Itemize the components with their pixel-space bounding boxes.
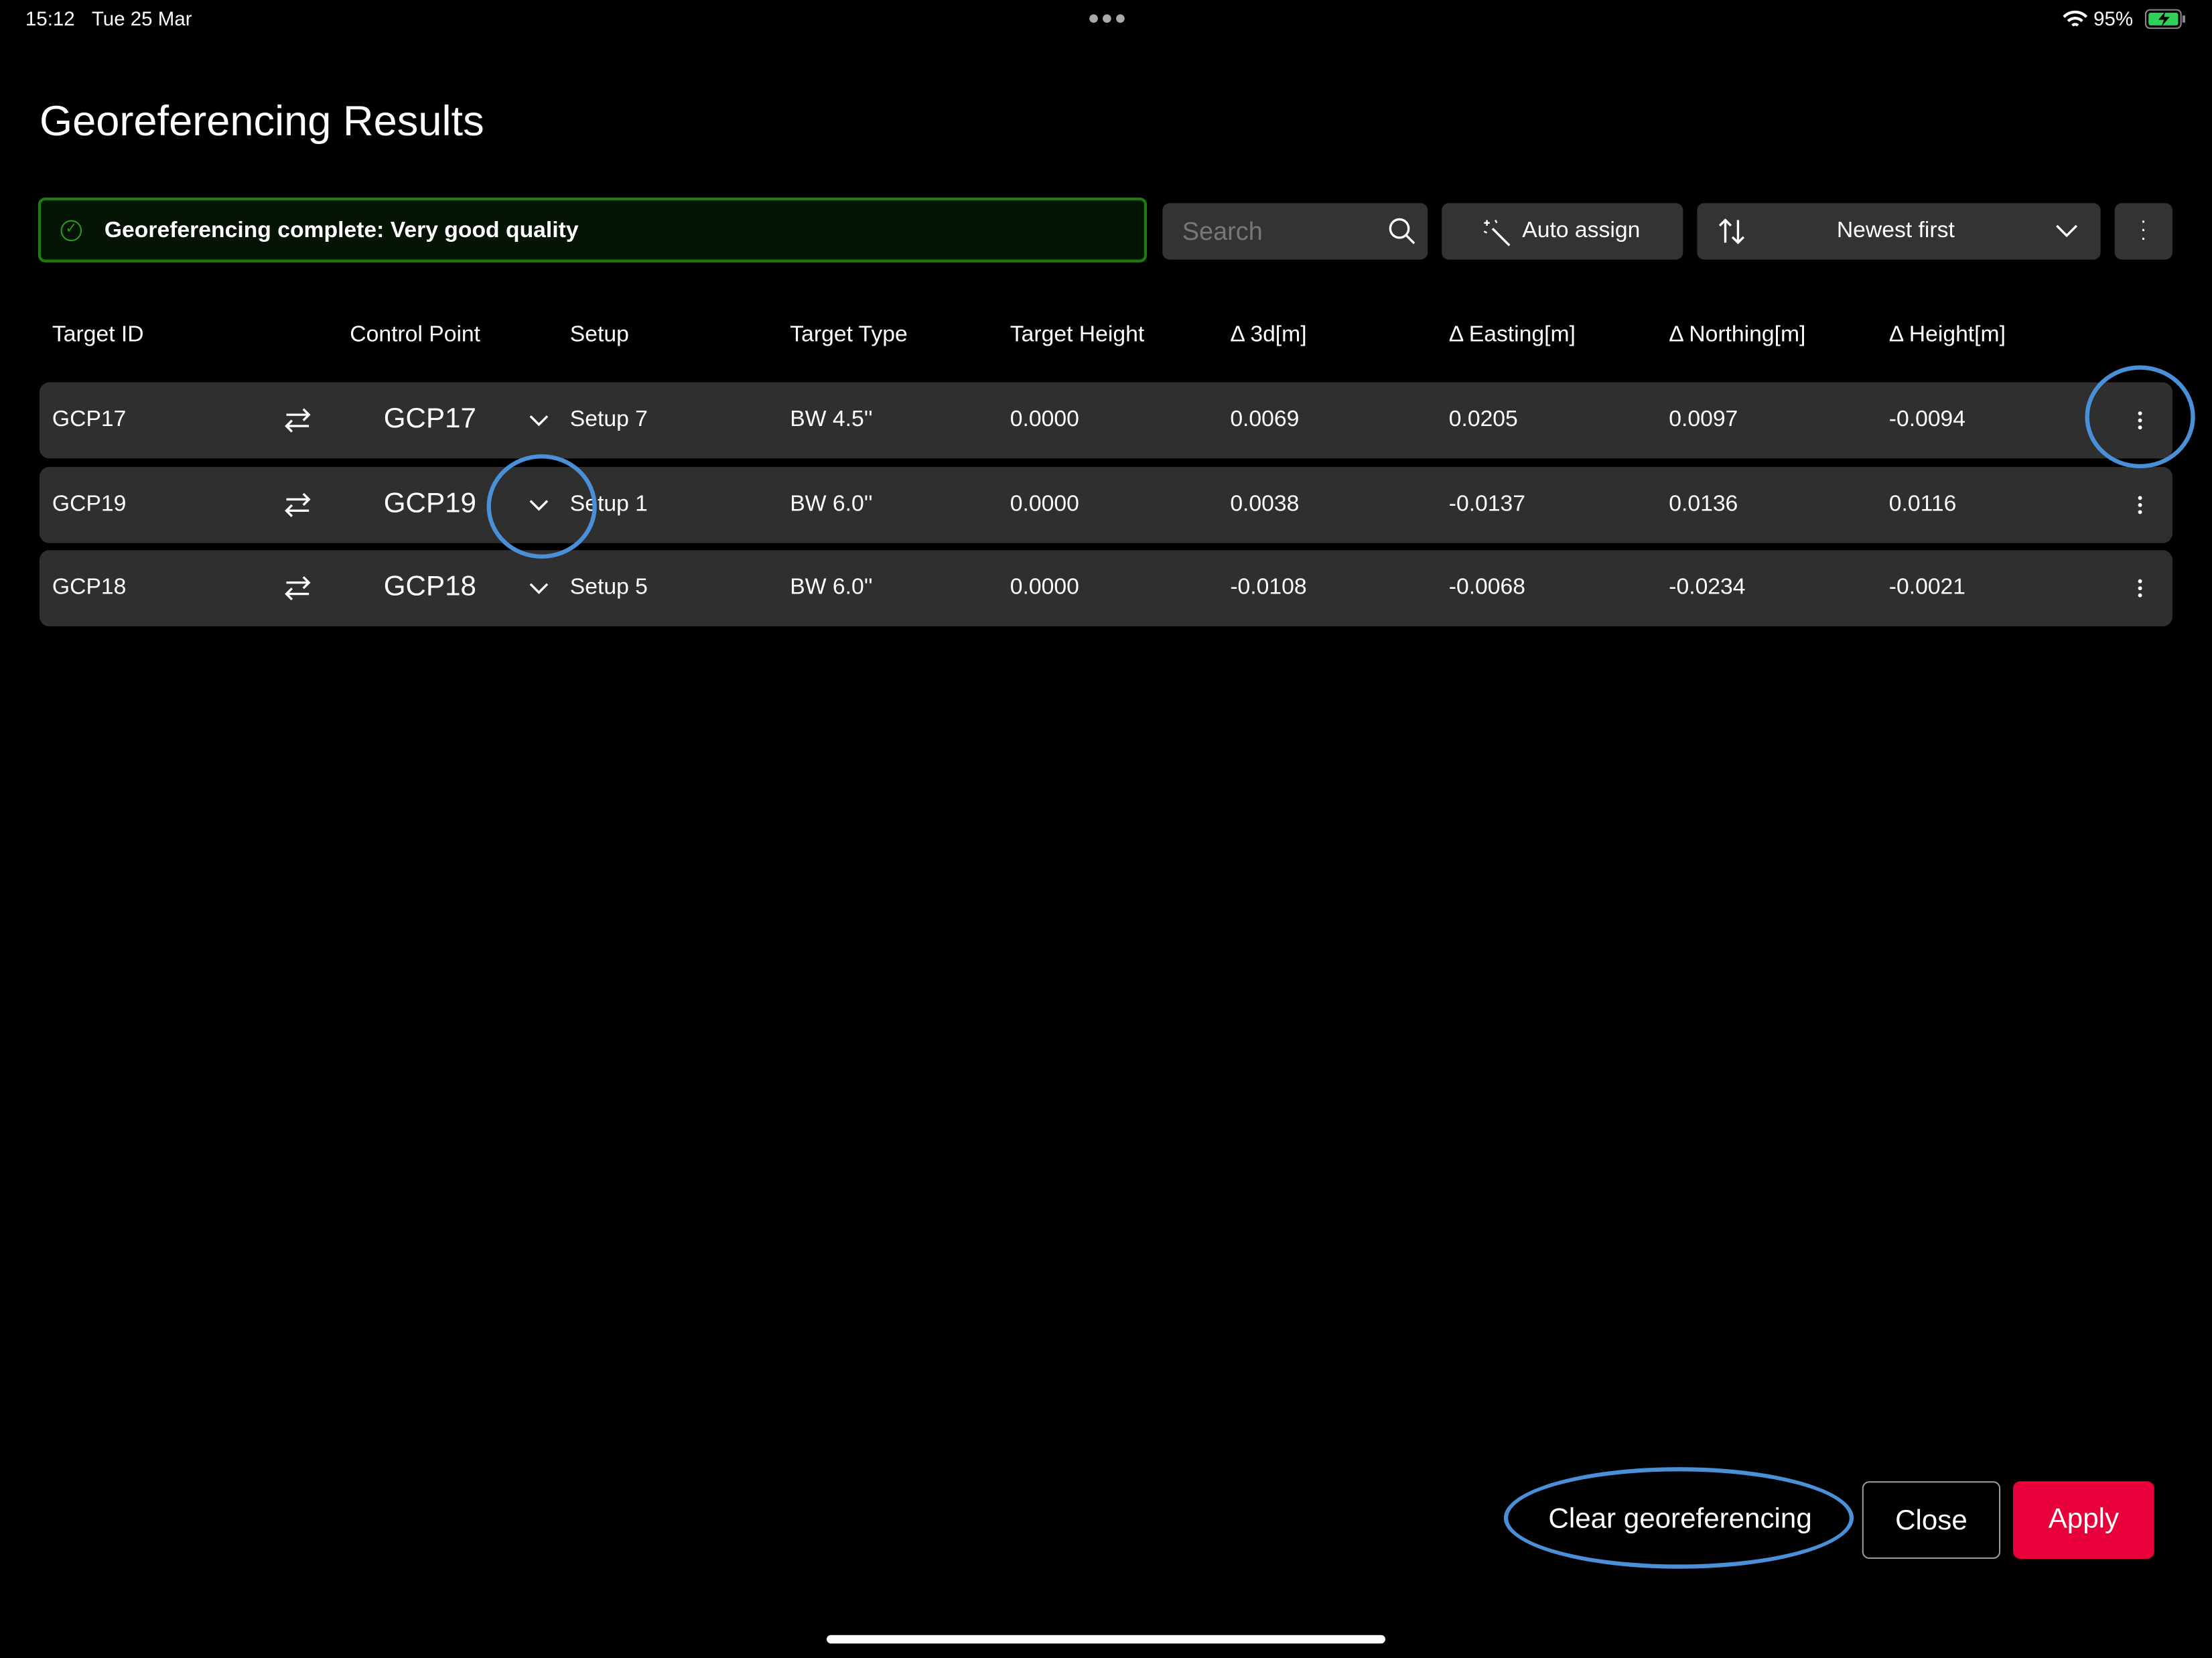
more-options-button[interactable]: · · · xyxy=(2114,203,2173,260)
chevron-down-icon xyxy=(2056,224,2078,238)
control-point-select[interactable]: GCP18 xyxy=(383,571,476,603)
chevron-down-icon[interactable] xyxy=(529,583,549,596)
more-vertical-icon[interactable] xyxy=(2137,411,2142,430)
table-row[interactable]: GCP18 Setup 5 BW 6.0'' 0.0000 -0.0108 -0.0068… xyxy=(39,550,2173,627)
control-point-select[interactable]: GCP19 xyxy=(383,488,476,519)
swap-icon[interactable] xyxy=(283,492,312,518)
search-input[interactable]: Search xyxy=(1162,203,1428,260)
cell-setup: Setup 5 xyxy=(569,575,648,600)
status-banner: ✓ Georeferencing complete: Very good qua… xyxy=(38,197,1148,263)
search-icon xyxy=(1389,218,1415,245)
cell-delta-height: -0.0021 xyxy=(1888,575,1966,600)
multitask-dots-icon[interactable]: ●●● xyxy=(1087,5,1128,29)
more-vertical-icon[interactable] xyxy=(2137,495,2142,514)
column-header[interactable]: Target ID xyxy=(52,323,144,348)
chevron-down-icon[interactable] xyxy=(529,499,549,512)
banner-text: Georeferencing complete: Very good quali… xyxy=(104,218,579,243)
more-vertical-icon[interactable] xyxy=(2137,578,2142,598)
table-row[interactable]: GCP19 Setup 1 BW 6.0'' 0.0000 0.0038 -0.0137 0… xyxy=(39,467,2173,543)
cell-delta-northing: 0.0136 xyxy=(1669,492,1738,516)
clear-georeferencing-button[interactable]: Clear georeferencing xyxy=(1548,1503,1812,1535)
cell-delta-northing: 0.0097 xyxy=(1669,407,1738,432)
column-header[interactable]: Δ Height[m] xyxy=(1888,323,2006,348)
search-placeholder: Search xyxy=(1182,217,1263,246)
status-time: 15:12 xyxy=(25,7,75,30)
table-row[interactable]: GCP17 Setup 7 BW 4.5'' 0.0000 0.0069 0.0205 0.… xyxy=(39,382,2173,459)
control-point-select[interactable]: GCP17 xyxy=(383,403,476,435)
cell-target-id: GCP17 xyxy=(52,407,127,432)
cell-delta-height: -0.0094 xyxy=(1888,407,1966,432)
column-header[interactable]: Δ Northing[m] xyxy=(1669,323,1806,348)
cell-target-id: GCP18 xyxy=(52,575,127,600)
home-indicator[interactable] xyxy=(827,1635,1385,1644)
check-circle-icon: ✓ xyxy=(60,220,82,242)
cell-delta-3d: -0.0108 xyxy=(1230,575,1307,600)
battery-charging-icon xyxy=(2144,9,2185,29)
column-header[interactable]: Target Type xyxy=(790,323,908,348)
close-button[interactable]: Close xyxy=(1862,1481,2001,1559)
auto-assign-label: Auto assign xyxy=(1522,218,1641,243)
column-header[interactable]: Target Height xyxy=(1010,323,1145,348)
column-header[interactable]: Δ 3d[m] xyxy=(1230,323,1307,348)
column-header[interactable]: Δ Easting[m] xyxy=(1448,323,1576,348)
swap-icon[interactable] xyxy=(283,575,312,601)
cell-delta-height: 0.0116 xyxy=(1888,492,1957,516)
cell-delta-easting: -0.0068 xyxy=(1448,575,1526,600)
cell-target-id: GCP19 xyxy=(52,492,127,516)
sort-dropdown[interactable]: Newest first xyxy=(1697,203,2101,260)
more-vertical-icon: · · · xyxy=(2140,208,2147,249)
status-date: Tue 25 Mar xyxy=(91,7,192,30)
battery-percent: 95% xyxy=(2093,7,2134,30)
cell-target-type: BW 6.0'' xyxy=(790,575,873,600)
cell-target-type: BW 4.5'' xyxy=(790,407,873,432)
column-header[interactable]: Setup xyxy=(569,323,629,348)
wifi-icon xyxy=(2063,10,2088,27)
cell-target-type: BW 6.0'' xyxy=(790,492,873,516)
cell-delta-northing: -0.0234 xyxy=(1669,575,1746,600)
cell-target-height: 0.0000 xyxy=(1010,575,1079,600)
cell-delta-3d: 0.0038 xyxy=(1230,492,1300,516)
cell-target-height: 0.0000 xyxy=(1010,492,1079,516)
cell-setup: Setup 7 xyxy=(569,407,648,432)
auto-assign-button[interactable]: Auto assign xyxy=(1442,203,1683,260)
sort-icon xyxy=(1718,218,1745,245)
cell-delta-easting: -0.0137 xyxy=(1448,492,1526,516)
cell-target-height: 0.0000 xyxy=(1010,407,1079,432)
apply-button[interactable]: Apply xyxy=(2013,1481,2154,1559)
magic-wand-icon xyxy=(1483,219,1511,247)
cell-setup: Setup 1 xyxy=(569,492,648,516)
column-header[interactable]: Control Point xyxy=(350,323,481,348)
page-title: Georeferencing Results xyxy=(39,98,484,145)
sort-label: Newest first xyxy=(1836,218,1955,243)
chevron-down-icon[interactable] xyxy=(529,415,549,427)
swap-icon[interactable] xyxy=(283,408,312,433)
cell-delta-3d: 0.0069 xyxy=(1230,407,1300,432)
cell-delta-easting: 0.0205 xyxy=(1448,407,1518,432)
